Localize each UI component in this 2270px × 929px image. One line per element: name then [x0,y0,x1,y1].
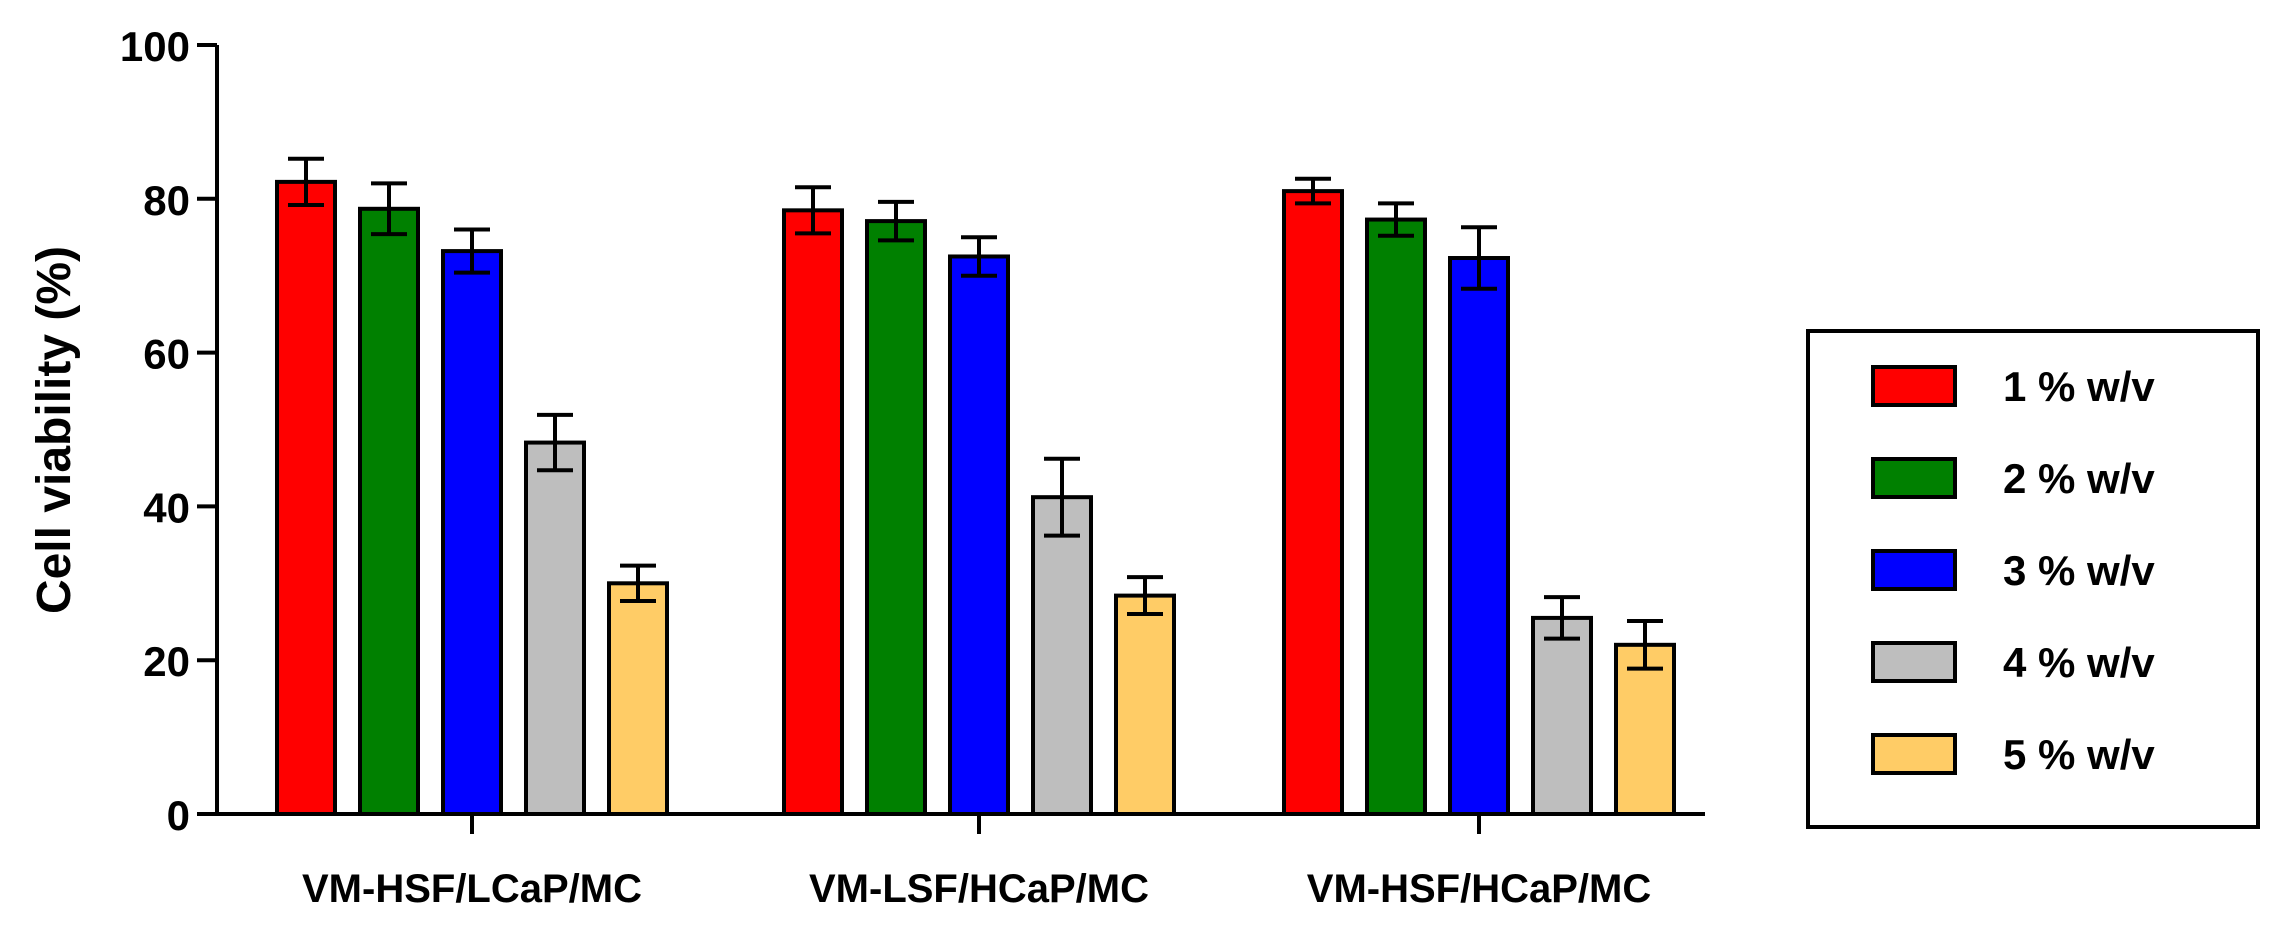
bar [524,440,586,816]
legend-label: 5 % w/v [2003,731,2155,778]
bar [1031,495,1093,816]
x-tick-label: VM-HSF/HCaP/MC [1307,867,1651,911]
legend-swatch [1871,365,1957,407]
bar [607,581,669,816]
y-tick-label: 0 [167,792,190,839]
x-ticks: VM-HSF/LCaP/MC VM-LSF/HCaP/MC VM-HSF/HCaP/… [302,814,1651,911]
bar [1282,189,1344,817]
legend-label: 1 % w/v [2003,363,2155,410]
legend-label: 4 % w/v [2003,639,2155,686]
y-axis-label: Cell viability (%) [28,246,81,614]
legend-swatch [1871,549,1957,591]
x-axis: VM-HSF/LCaP/MC VM-LSF/HCaP/MC VM-HSF/HCaP/… [215,812,1705,911]
legend-swatch [1871,733,1957,775]
y-tick-label: 60 [143,331,190,378]
y-axis: 0 20 40 60 80 100 Cell viability (%) [28,23,219,839]
legend-label: 3 % w/v [2003,547,2155,594]
bar [358,206,420,816]
legend-label: 2 % w/v [2003,455,2155,502]
y-tick-label: 40 [143,484,190,531]
legend-items: 1 % w/v 2 % w/v 3 % w/v 4 % w/v 5 % w/v [1871,363,2155,778]
bar [275,179,337,816]
bar [782,208,844,816]
bar [948,254,1010,817]
legend: 1 % w/v 2 % w/v 3 % w/v 4 % w/v 5 % w/v [1806,329,2260,829]
y-tick-label: 80 [143,177,190,224]
bar [441,249,503,817]
y-tick-label: 20 [143,638,190,685]
legend-swatch [1871,641,1957,683]
error-bars-layer [288,156,1663,671]
bar [865,219,927,816]
bar [1365,217,1427,817]
x-tick-label: VM-LSF/HCaP/MC [809,867,1149,911]
legend-swatch [1871,457,1957,499]
bar [1448,256,1510,816]
y-tick-label: 100 [120,23,190,70]
bar [1114,593,1176,816]
y-ticks: 0 20 40 60 80 100 [120,23,217,839]
bar [1531,615,1593,817]
x-tick-label: VM-HSF/LCaP/MC [302,867,642,911]
